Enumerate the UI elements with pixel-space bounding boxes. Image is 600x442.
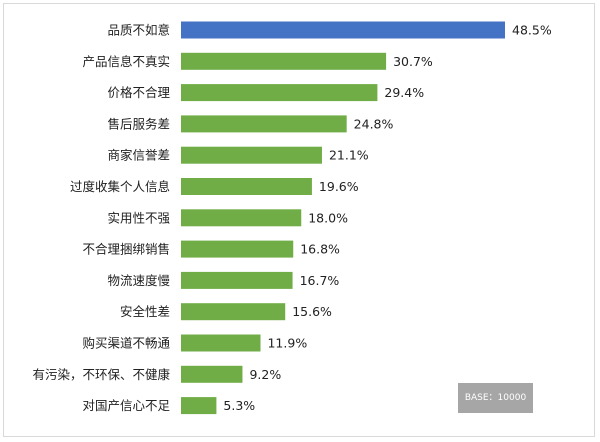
bar <box>181 209 302 227</box>
category-label: 安全性差 <box>120 304 170 319</box>
category-label: 产品信息不真实 <box>82 54 170 69</box>
bars-group: 品质不如意 48.5% 产品信息不真实 30.7% 价格不合理 29.4% 售后服务差 24.… <box>32 21 552 415</box>
bar <box>181 365 243 383</box>
value-label: 29.4% <box>384 85 424 100</box>
bar <box>181 21 505 39</box>
value-label: 48.5% <box>512 23 552 38</box>
bar <box>181 303 286 321</box>
category-label: 有污染，不环保、不健康 <box>32 367 170 382</box>
category-label: 实用性不强 <box>107 210 170 225</box>
category-label: 购买渠道不畅通 <box>82 336 170 351</box>
bar <box>181 240 294 258</box>
bar <box>181 334 261 352</box>
category-label: 品质不如意 <box>107 23 170 38</box>
value-label: 11.9% <box>267 336 307 351</box>
value-label: 24.8% <box>354 116 394 131</box>
bar <box>181 178 312 195</box>
category-label: 不合理捆绑销售 <box>82 242 170 257</box>
category-label: 对国产信心不足 <box>82 398 170 413</box>
bar <box>181 271 293 289</box>
value-label: 19.6% <box>319 179 359 194</box>
bar <box>181 397 217 415</box>
value-label: 5.3% <box>223 398 255 413</box>
bar <box>181 52 387 70</box>
category-label: 价格不合理 <box>107 85 170 100</box>
category-label: 过度收集个人信息 <box>70 179 170 194</box>
base-sample-badge: BASE：10000 <box>458 383 533 413</box>
bar <box>181 146 322 164</box>
value-label: 16.8% <box>300 242 340 257</box>
category-label: 物流速度慢 <box>107 273 170 288</box>
value-label: 21.1% <box>329 148 369 163</box>
category-label: 售后服务差 <box>107 116 170 131</box>
category-label: 商家信誉差 <box>107 148 170 163</box>
bar <box>181 84 378 102</box>
value-label: 16.7% <box>300 273 340 288</box>
value-label: 18.0% <box>308 210 348 225</box>
bar <box>181 115 347 133</box>
value-label: 15.6% <box>292 304 332 319</box>
value-label: 9.2% <box>249 367 281 382</box>
value-label: 30.7% <box>393 54 433 69</box>
